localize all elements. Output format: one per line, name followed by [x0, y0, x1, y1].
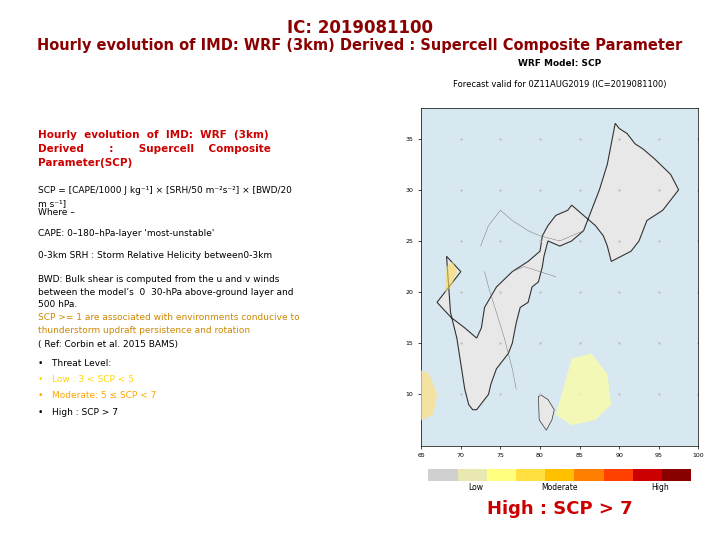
Bar: [458, 469, 487, 481]
Text: CAPE: 0–180–hPa-layer 'most-unstable': CAPE: 0–180–hPa-layer 'most-unstable': [37, 230, 214, 239]
Polygon shape: [539, 395, 554, 430]
Text: SCP = [CAPE/1000 J kg⁻¹] × [SRH/50 m⁻²s⁻²] × [BWD/20
m s⁻¹]: SCP = [CAPE/1000 J kg⁻¹] × [SRH/50 m⁻²s⁻…: [37, 186, 292, 208]
Bar: [545, 469, 575, 481]
Bar: [662, 469, 691, 481]
Text: •   Threat Level:: • Threat Level:: [37, 359, 111, 368]
Text: •   Moderate: 5 ≤ SCP < 7: • Moderate: 5 ≤ SCP < 7: [37, 392, 156, 401]
Text: High: High: [651, 483, 669, 492]
Polygon shape: [445, 261, 456, 292]
Bar: [428, 469, 458, 481]
Polygon shape: [377, 359, 409, 410]
Polygon shape: [405, 369, 437, 420]
Text: •   High : SCP > 7: • High : SCP > 7: [37, 408, 117, 417]
Text: BWD: Bulk shear is computed from the u and v winds
between the model’s  0  30-hP: BWD: Bulk shear is computed from the u a…: [37, 275, 293, 309]
Bar: [603, 469, 633, 481]
Bar: [516, 469, 545, 481]
Text: Forecast valid for 0Z11AUG2019 (IC=2019081100): Forecast valid for 0Z11AUG2019 (IC=20190…: [453, 80, 667, 89]
Text: •   Low : 3 < SCP < 5: • Low : 3 < SCP < 5: [37, 375, 134, 384]
Text: High : SCP > 7: High : SCP > 7: [487, 501, 633, 518]
Text: Low: Low: [468, 483, 483, 492]
Text: SCP >= 1 are associated with environments conducive to
thunderstorm updraft pers: SCP >= 1 are associated with environment…: [37, 313, 300, 335]
Text: IC: 2019081100: IC: 2019081100: [287, 19, 433, 37]
Text: Where –: Where –: [37, 208, 74, 217]
Text: Hourly  evolution  of  IMD:  WRF  (3km)
Derived       :       Supercell    Compo: Hourly evolution of IMD: WRF (3km) Deriv…: [37, 130, 271, 167]
Text: WRF Model: SCP: WRF Model: SCP: [518, 59, 601, 68]
Text: Hourly evolution of IMD: WRF (3km) Derived : Supercell Composite Parameter: Hourly evolution of IMD: WRF (3km) Deriv…: [37, 38, 683, 53]
Polygon shape: [437, 123, 678, 410]
Polygon shape: [556, 354, 611, 425]
Text: ( Ref: Corbin et al. 2015 BAMS): ( Ref: Corbin et al. 2015 BAMS): [37, 340, 178, 349]
Text: 0-3km SRH : Storm Relative Helicity between0-3km: 0-3km SRH : Storm Relative Helicity betw…: [37, 251, 271, 260]
Bar: [575, 469, 603, 481]
Bar: [633, 469, 662, 481]
Text: Moderate: Moderate: [541, 483, 578, 492]
Bar: [487, 469, 516, 481]
